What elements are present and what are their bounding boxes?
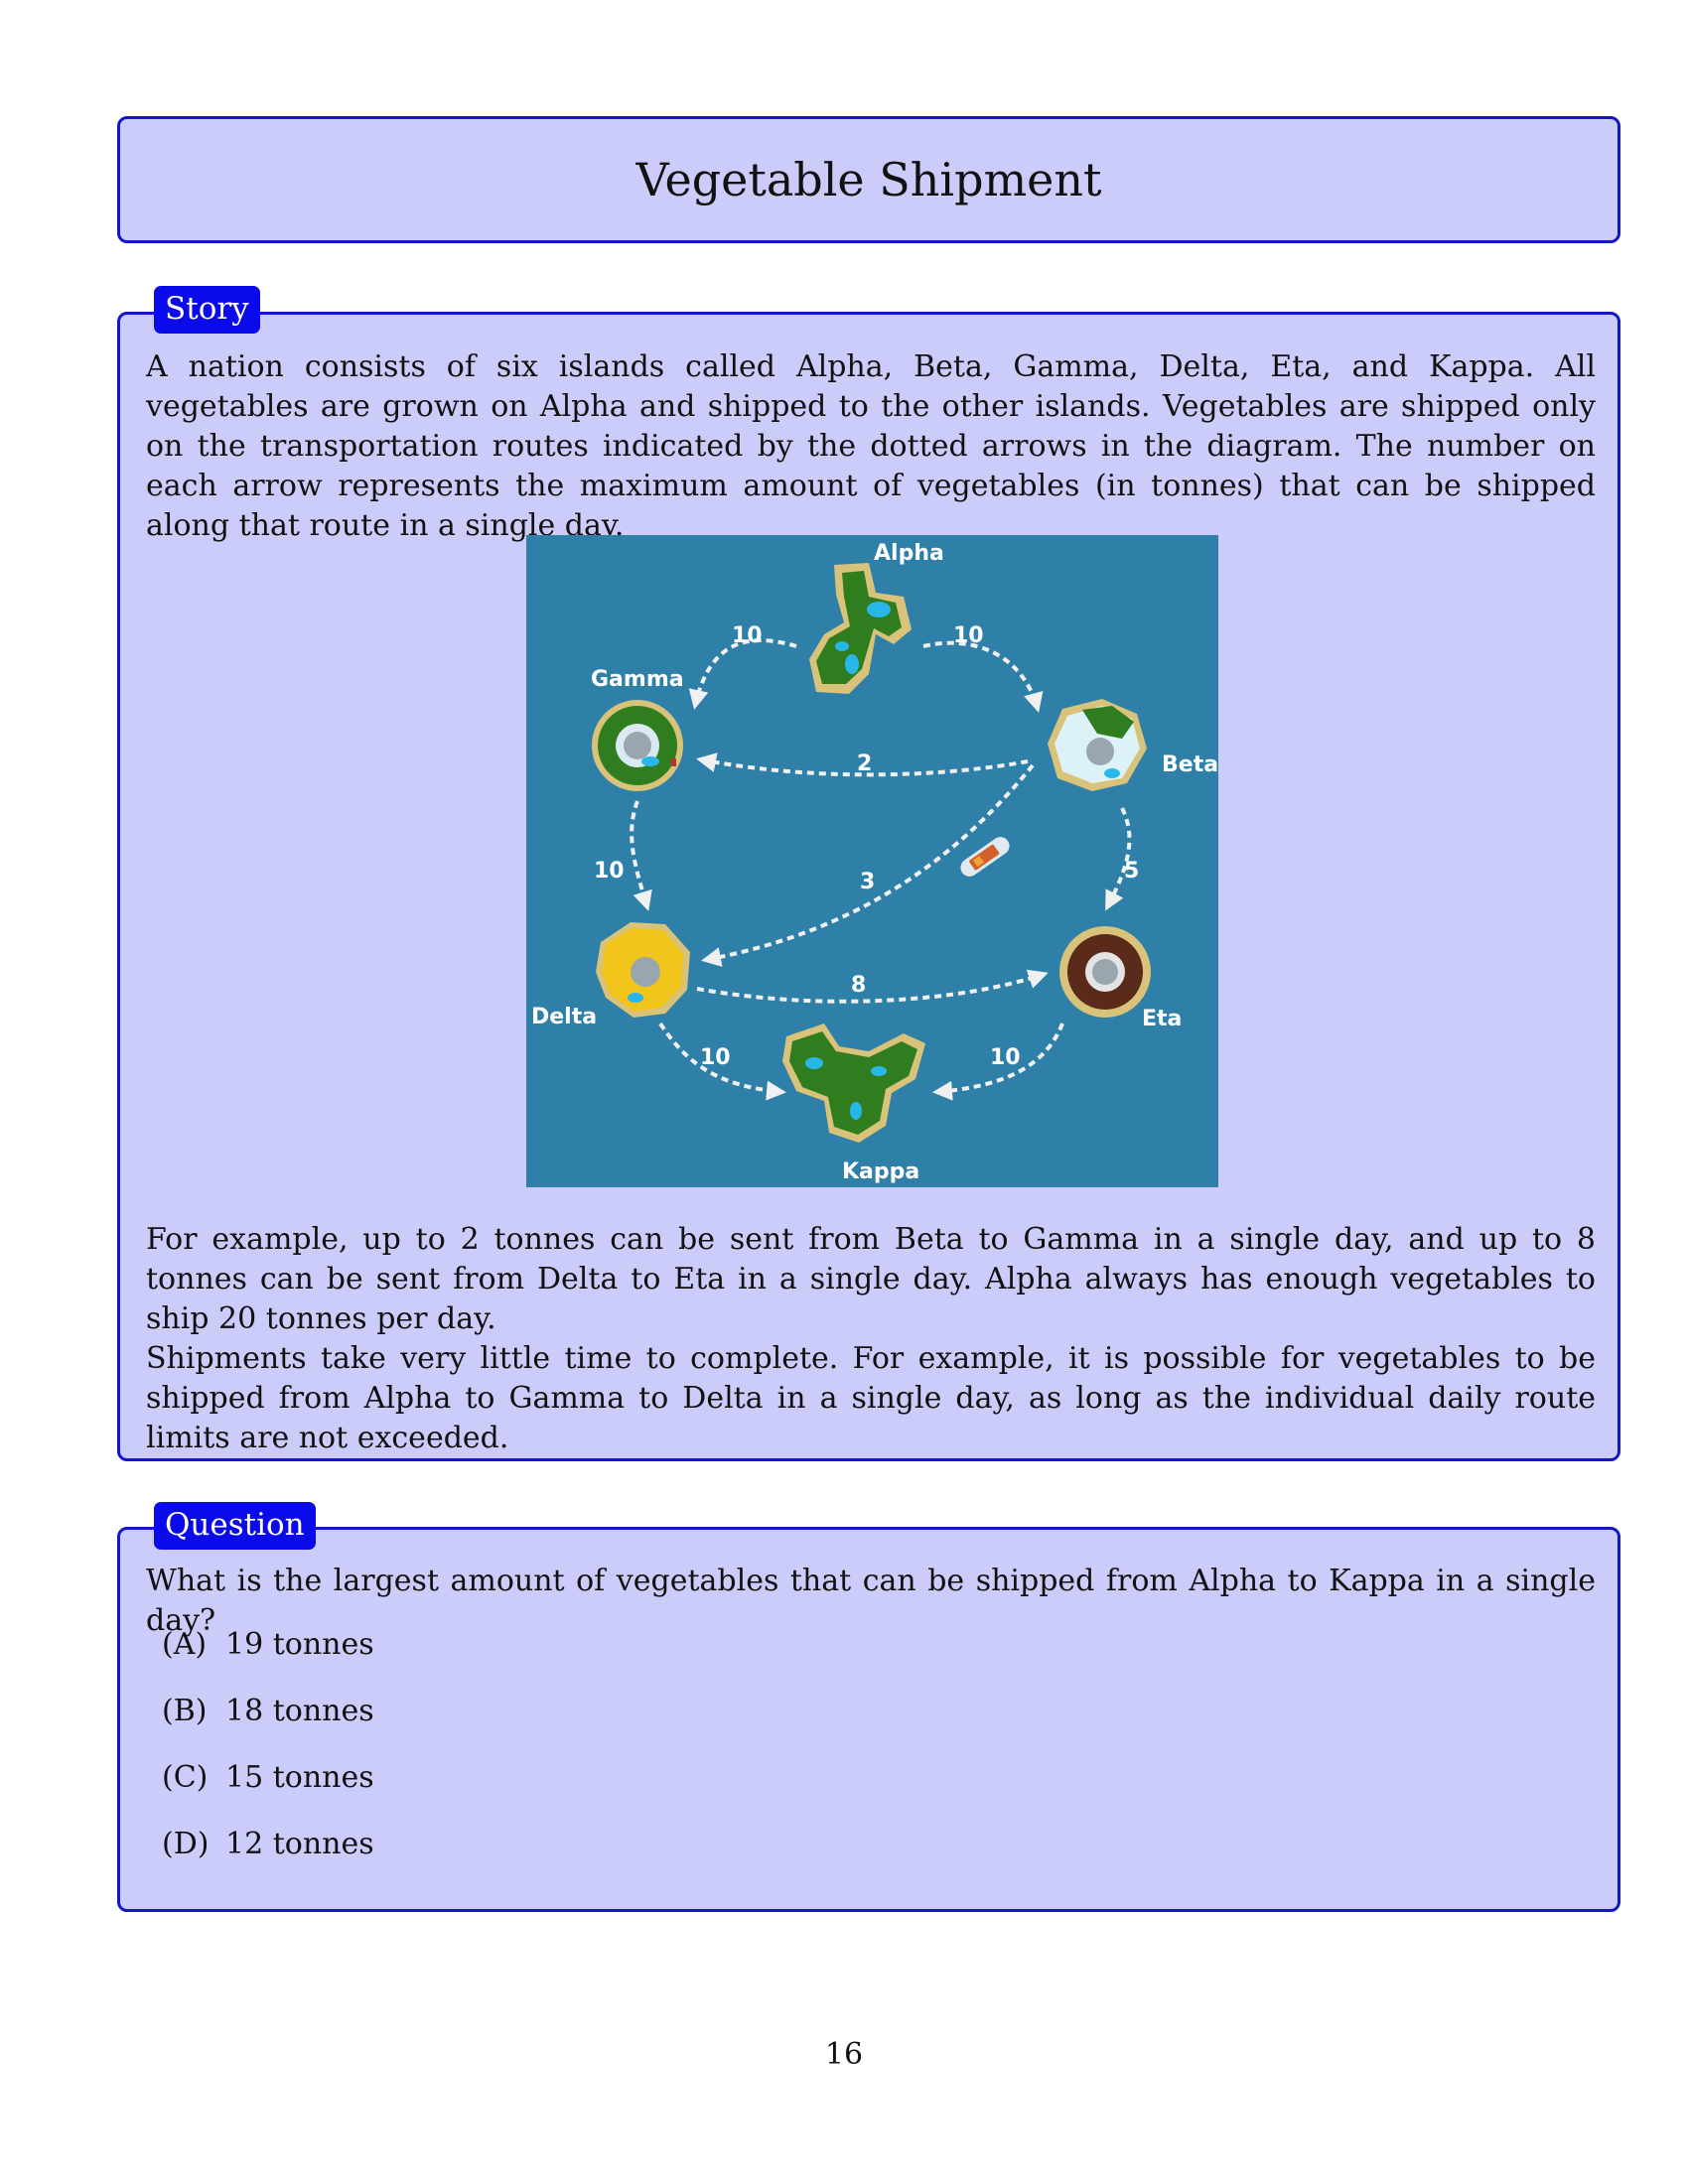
capacity-beta-gamma: 2 xyxy=(857,751,872,776)
story-paragraph-1: A nation consists of six islands called … xyxy=(146,349,1596,543)
option-b[interactable]: (B) 18 tonnes xyxy=(162,1692,374,1758)
option-text: 12 tonnes xyxy=(225,1827,374,1861)
beta-island-icon xyxy=(1048,699,1147,791)
island-map: Alpha Gamma Beta Delta Eta Kappa 10 10 2… xyxy=(526,535,1218,1187)
label-delta: Delta xyxy=(531,1005,597,1029)
label-beta: Beta xyxy=(1162,752,1218,777)
story-paragraph-3: Shipments take very little time to compl… xyxy=(146,1341,1596,1455)
alpha-island-icon xyxy=(809,563,912,694)
option-letter: (B) xyxy=(162,1694,208,1728)
delta-island-icon xyxy=(596,922,690,1018)
option-letter: (D) xyxy=(162,1827,210,1861)
route-eta-kappa xyxy=(932,1023,1064,1101)
capacity-delta-kappa: 10 xyxy=(700,1045,731,1070)
label-eta: Eta xyxy=(1142,1007,1182,1031)
option-letter: (C) xyxy=(162,1760,209,1795)
option-d[interactable]: (D) 12 tonnes xyxy=(162,1825,374,1891)
page-title: Vegetable Shipment xyxy=(635,153,1102,206)
eta-island-icon xyxy=(1059,926,1151,1018)
route-delta-kappa xyxy=(658,1022,786,1101)
story-paragraph-2: For example, up to 2 tonnes can be sent … xyxy=(146,1222,1596,1336)
question-box xyxy=(117,1527,1620,1912)
label-alpha: Alpha xyxy=(874,541,944,566)
answer-options: (A) 19 tonnes (B) 18 tonnes (C) 15 tonnes (… xyxy=(162,1625,374,1891)
capacity-alpha-gamma: 10 xyxy=(732,623,763,648)
capacity-delta-eta: 8 xyxy=(851,973,866,998)
option-letter: (A) xyxy=(162,1627,208,1662)
page-number: 16 xyxy=(824,2037,864,2072)
capacity-beta-delta: 3 xyxy=(860,870,875,894)
route-beta-delta xyxy=(701,763,1035,967)
question-text: What is the largest amount of vegetables… xyxy=(146,1564,1596,1638)
ship-icon xyxy=(960,837,1010,877)
capacity-gamma-delta: 10 xyxy=(594,859,625,884)
label-gamma: Gamma xyxy=(591,667,684,692)
story-tab: Story xyxy=(154,286,260,334)
option-text: 15 tonnes xyxy=(225,1760,374,1795)
route-beta-gamma xyxy=(696,752,1029,777)
route-delta-eta xyxy=(696,969,1049,1004)
title-box: Vegetable Shipment xyxy=(117,116,1620,243)
label-kappa: Kappa xyxy=(842,1160,919,1184)
option-text: 19 tonnes xyxy=(225,1627,374,1662)
capacity-eta-kappa: 10 xyxy=(990,1045,1021,1070)
option-c[interactable]: (C) 15 tonnes xyxy=(162,1758,374,1825)
island-map-figure: Alpha Gamma Beta Delta Eta Kappa 10 10 2… xyxy=(526,535,1218,1187)
capacity-beta-eta: 5 xyxy=(1124,859,1139,884)
route-alpha-gamma xyxy=(688,638,797,710)
option-a[interactable]: (A) 19 tonnes xyxy=(162,1625,374,1692)
gamma-island-icon xyxy=(592,700,683,791)
capacity-alpha-beta: 10 xyxy=(953,623,984,648)
question-tab: Question xyxy=(154,1502,316,1550)
kappa-island-icon xyxy=(782,1024,925,1143)
route-alpha-beta xyxy=(922,640,1044,713)
route-gamma-delta xyxy=(630,800,652,911)
option-text: 18 tonnes xyxy=(225,1694,374,1728)
